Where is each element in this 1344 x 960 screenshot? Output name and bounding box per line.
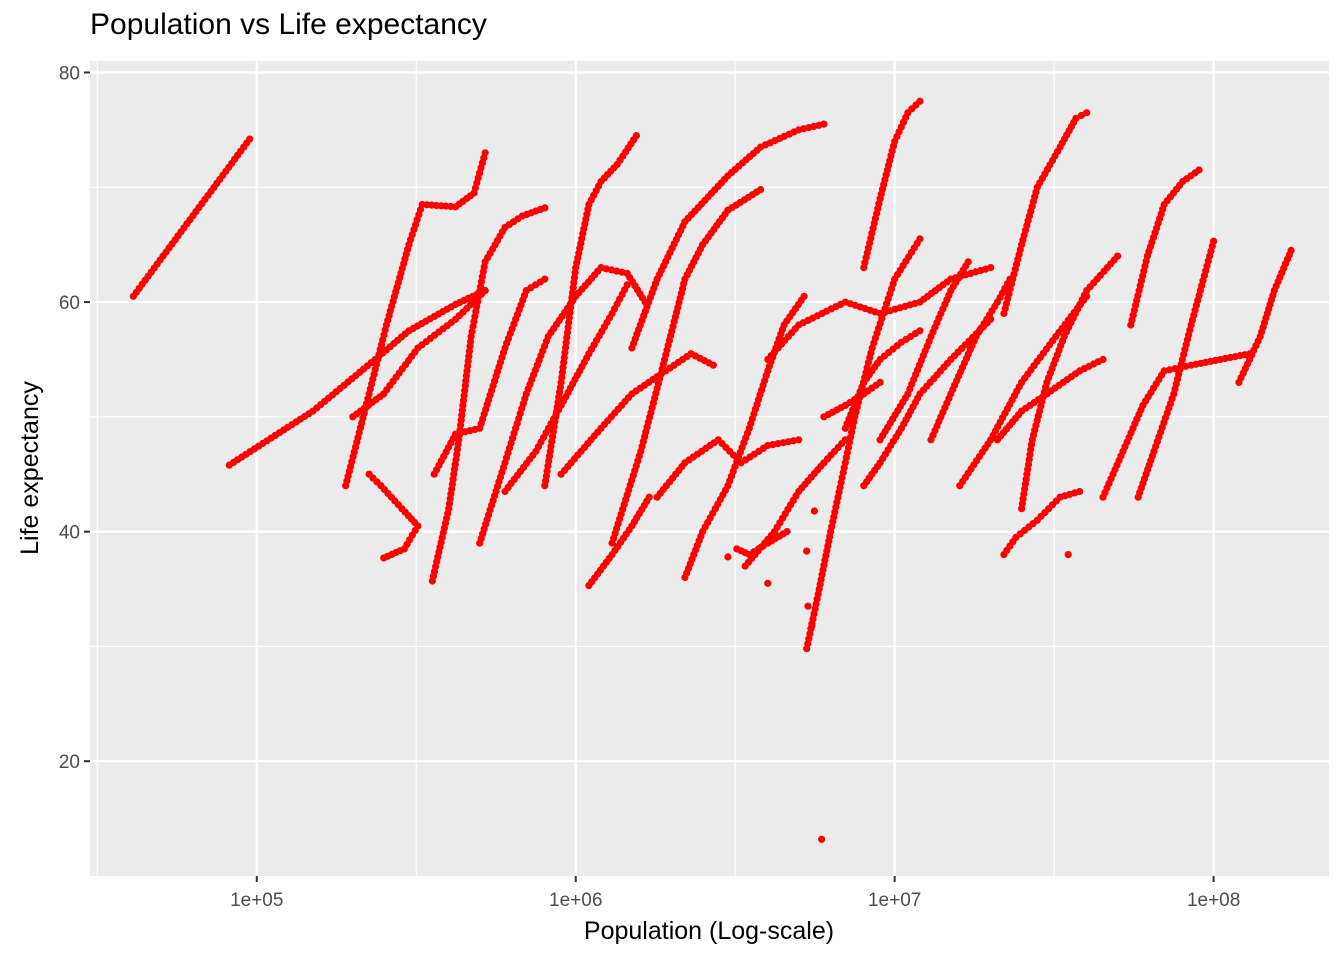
data-point: [1114, 252, 1122, 260]
major-gridlines: [90, 61, 1329, 876]
data-point: [632, 132, 641, 140]
data-point: [808, 622, 816, 630]
x-tick-label: 1e+07: [868, 890, 921, 911]
data-point: [1166, 366, 1174, 374]
data-point: [541, 275, 549, 283]
x-tick-label: 1e+06: [549, 890, 602, 911]
data-point: [380, 554, 388, 562]
y-tick-label: 20: [59, 752, 80, 773]
data-point: [803, 547, 811, 555]
y-tick-label: 80: [59, 63, 80, 84]
data-point: [645, 493, 653, 501]
data-point: [795, 436, 803, 444]
data-point: [1083, 109, 1091, 117]
data-point: [1077, 111, 1085, 120]
y-tick-label: 60: [59, 293, 80, 314]
x-axis-title: Population (Log-scale): [584, 917, 834, 945]
data-point: [804, 602, 812, 610]
y-axis: 20 40 60 80: [59, 63, 90, 773]
data-point: [1195, 166, 1203, 174]
data-point: [1099, 355, 1107, 364]
x-axis: 1e+05 1e+06 1e+07 1e+08: [230, 876, 1240, 911]
plot-panel: [90, 61, 1329, 876]
data-point: [783, 528, 791, 536]
data-point: [1160, 367, 1168, 375]
data-point: [1076, 487, 1084, 496]
x-tick-label: 1e+05: [230, 890, 283, 911]
data-point: [800, 292, 808, 300]
data-point: [1072, 114, 1080, 122]
data-point: [810, 507, 819, 515]
y-axis-title: Life expectancy: [16, 381, 44, 555]
data-point: [541, 204, 549, 212]
data-point: [818, 835, 826, 843]
data-point: [757, 186, 765, 194]
data-point: [876, 378, 884, 386]
chart-title: Population vs Life expectancy: [90, 8, 487, 41]
data-point: [964, 258, 972, 266]
data-point: [1287, 246, 1295, 254]
data-point: [623, 281, 631, 289]
data-point: [709, 361, 717, 369]
data-point: [987, 264, 995, 272]
data-point: [1210, 237, 1218, 245]
data-point: [916, 327, 924, 335]
data-point: [481, 149, 489, 157]
data-point: [724, 553, 732, 561]
data-point: [1064, 551, 1072, 559]
data-points: [129, 97, 1295, 843]
y-tick-label: 40: [59, 523, 80, 544]
data-point: [246, 135, 254, 143]
data-point: [916, 97, 924, 105]
x-tick-label: 1e+08: [1187, 890, 1240, 911]
data-point: [820, 120, 828, 128]
data-point: [764, 579, 772, 587]
data-point: [916, 235, 924, 243]
